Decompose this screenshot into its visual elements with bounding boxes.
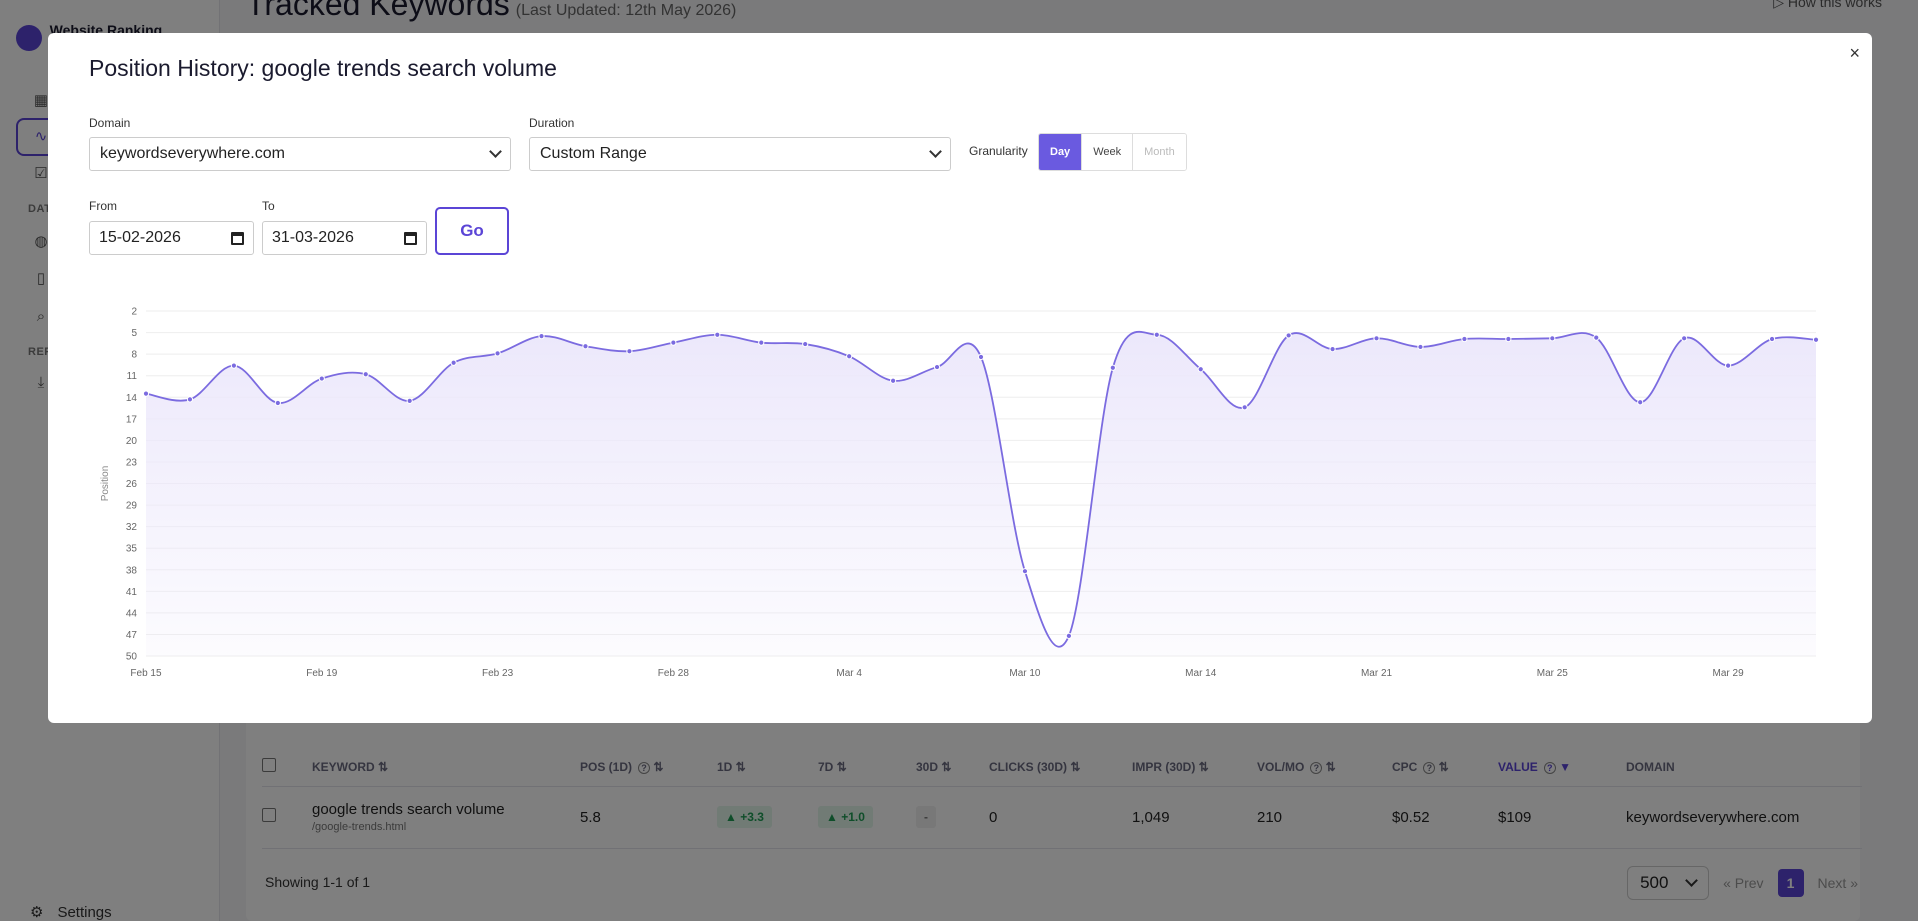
data-point xyxy=(846,353,853,360)
data-point xyxy=(362,371,369,378)
to-date-value: 31-03-2026 xyxy=(272,229,354,246)
data-point xyxy=(933,363,941,371)
y-tick-label: 44 xyxy=(126,608,138,619)
data-point xyxy=(1461,335,1468,343)
data-point xyxy=(1197,366,1204,373)
y-tick-label: 32 xyxy=(126,522,138,533)
data-point xyxy=(142,390,150,397)
data-point xyxy=(1593,334,1600,341)
data-point xyxy=(714,331,721,338)
data-point xyxy=(670,339,677,346)
x-tick-label: Feb 15 xyxy=(130,668,162,679)
series-area xyxy=(146,331,1816,656)
data-point xyxy=(1549,335,1556,342)
duration-select-value: Custom Range xyxy=(540,145,647,162)
data-point xyxy=(977,353,985,361)
data-point xyxy=(230,362,237,369)
from-label: From xyxy=(89,199,117,213)
data-point xyxy=(406,397,413,404)
y-axis-title: Position xyxy=(100,466,111,502)
x-tick-label: Mar 21 xyxy=(1361,668,1393,679)
granularity-week-button[interactable]: Week xyxy=(1082,134,1134,170)
data-point xyxy=(1417,343,1424,351)
from-date-value: 15-02-2026 xyxy=(99,229,181,246)
y-tick-label: 47 xyxy=(126,630,138,641)
data-point xyxy=(758,339,765,346)
data-point xyxy=(1329,345,1336,353)
y-tick-label: 11 xyxy=(127,371,138,382)
data-point xyxy=(1768,335,1776,343)
data-point xyxy=(1285,332,1292,339)
data-point xyxy=(1812,336,1820,343)
duration-select[interactable]: Custom Range xyxy=(529,137,951,171)
domain-select-value: keywordseverywhere.com xyxy=(100,145,285,162)
data-point xyxy=(318,375,325,382)
x-tick-label: Feb 28 xyxy=(658,668,690,679)
data-point xyxy=(890,377,897,384)
x-tick-label: Mar 14 xyxy=(1185,668,1217,679)
granularity-month-button: Month xyxy=(1133,134,1186,170)
series-line xyxy=(145,330,1817,648)
duration-label: Duration xyxy=(529,116,575,130)
x-tick-label: Feb 19 xyxy=(306,668,338,679)
data-point xyxy=(1505,335,1512,343)
data-point xyxy=(1109,364,1116,371)
y-tick-label: 26 xyxy=(126,479,138,490)
data-point xyxy=(450,359,457,366)
data-point xyxy=(538,333,545,340)
y-tick-label: 8 xyxy=(131,350,137,361)
data-point xyxy=(1637,399,1644,406)
data-point xyxy=(1065,632,1072,639)
data-point xyxy=(274,399,281,407)
granularity-label: Granularity xyxy=(969,144,1028,158)
y-tick-label: 20 xyxy=(126,436,138,447)
y-tick-label: 29 xyxy=(126,501,138,512)
data-point xyxy=(1153,331,1160,338)
x-tick-label: Mar 4 xyxy=(836,668,862,679)
data-point xyxy=(1241,404,1248,411)
y-tick-label: 50 xyxy=(126,652,138,663)
data-point xyxy=(1021,568,1029,575)
position-history-modal: Position History: google trends search v… xyxy=(48,33,1872,723)
y-tick-label: 17 xyxy=(126,414,138,425)
go-button[interactable]: Go xyxy=(435,207,509,255)
x-tick-label: Mar 29 xyxy=(1713,668,1745,679)
x-tick-label: Mar 10 xyxy=(1009,668,1041,679)
data-point xyxy=(1373,335,1380,342)
data-point xyxy=(186,396,194,403)
close-icon[interactable]: × xyxy=(1849,43,1860,63)
data-point xyxy=(802,340,809,348)
position-history-chart: 2 5 8 11 14 17 20 23 26 29 32 35 38 41 44 47 50 Position F… xyxy=(100,307,1820,679)
x-tick-label: Mar 25 xyxy=(1537,668,1569,679)
data-point xyxy=(494,350,501,357)
granularity-day-button[interactable]: Day xyxy=(1039,134,1083,170)
y-tick-label: 2 xyxy=(131,307,137,318)
domain-select[interactable]: keywordseverywhere.com xyxy=(89,137,511,171)
y-tick-label: 23 xyxy=(126,457,138,468)
calendar-icon[interactable] xyxy=(231,231,244,245)
y-tick-label: 38 xyxy=(126,565,138,576)
data-point xyxy=(1681,335,1688,342)
data-point xyxy=(582,343,589,350)
data-point xyxy=(1725,362,1732,369)
calendar-icon[interactable] xyxy=(404,231,417,245)
y-tick-label: 14 xyxy=(126,393,138,404)
to-date-input[interactable]: 31-03-2026 xyxy=(262,221,427,255)
y-tick-label: 35 xyxy=(126,544,138,555)
granularity-toggle: Day Week Month xyxy=(1038,133,1187,171)
modal-title: Position History: google trends search v… xyxy=(89,55,557,81)
to-label: To xyxy=(262,199,275,213)
y-tick-label: 41 xyxy=(126,587,138,598)
from-date-input[interactable]: 15-02-2026 xyxy=(89,221,254,255)
y-tick-label: 5 xyxy=(131,328,137,339)
x-tick-label: Feb 23 xyxy=(482,668,514,679)
domain-label: Domain xyxy=(89,116,131,130)
data-point xyxy=(626,348,633,355)
